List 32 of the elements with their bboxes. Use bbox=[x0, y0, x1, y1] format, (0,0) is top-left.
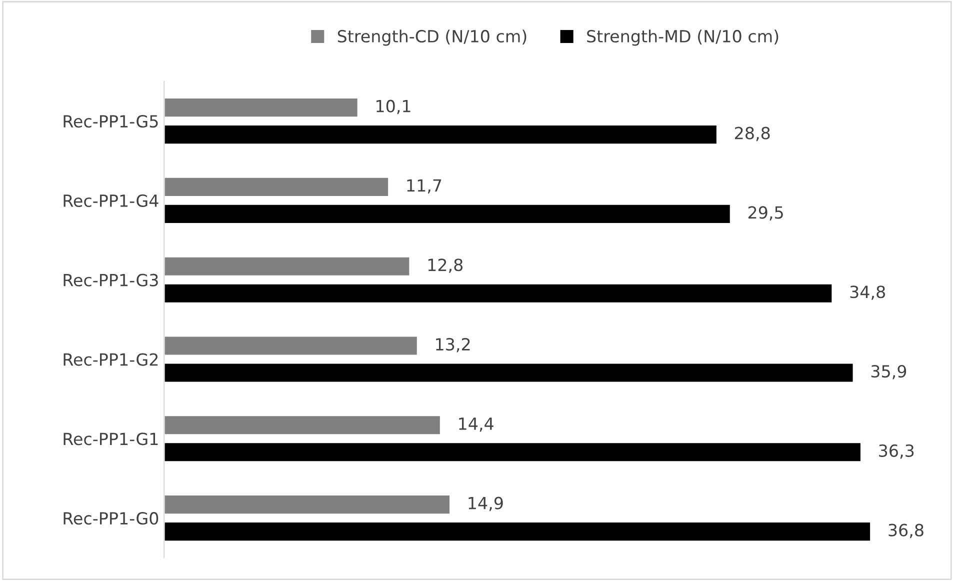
bar bbox=[164, 176, 390, 198]
data-label: 14,9 bbox=[468, 496, 503, 512]
data-label: 35,9 bbox=[871, 364, 906, 380]
bar bbox=[164, 204, 732, 224]
bar bbox=[164, 494, 451, 515]
data-label: 29,5 bbox=[748, 206, 783, 220]
bar bbox=[164, 256, 411, 277]
bar bbox=[164, 521, 872, 542]
bar bbox=[164, 335, 418, 356]
legend-label: Strength-CD (N/10 cm) bbox=[338, 30, 526, 46]
y-tick-label: Rec-PP1-G1 bbox=[64, 432, 158, 446]
legend-label: Strength-MD (N/10 cm) bbox=[587, 30, 778, 46]
data-label: 12,8 bbox=[428, 258, 463, 273]
data-label: 36,8 bbox=[888, 524, 924, 538]
y-tick-label: Rec-PP1-G0 bbox=[64, 512, 158, 525]
y-tick-label: Rec-PP1-G4 bbox=[64, 194, 158, 208]
y-tick-label: Rec-PP1-G2 bbox=[64, 353, 158, 366]
bar bbox=[164, 414, 442, 436]
bar bbox=[164, 97, 359, 118]
data-label: 10,1 bbox=[376, 100, 410, 114]
data-label: 36,3 bbox=[879, 444, 914, 459]
bar bbox=[164, 282, 834, 304]
y-tick-label: Rec-PP1-G3 bbox=[64, 274, 158, 286]
bar bbox=[164, 124, 718, 145]
bar bbox=[164, 442, 862, 463]
data-label: 28,8 bbox=[735, 126, 770, 142]
data-label: 11,7 bbox=[407, 179, 442, 194]
y-tick-label: Rec-PP1-G5 bbox=[64, 115, 158, 128]
data-label: 14,4 bbox=[459, 418, 494, 432]
bar bbox=[164, 362, 854, 384]
data-label: 13,2 bbox=[436, 338, 470, 352]
data-label: 34,8 bbox=[850, 286, 885, 300]
